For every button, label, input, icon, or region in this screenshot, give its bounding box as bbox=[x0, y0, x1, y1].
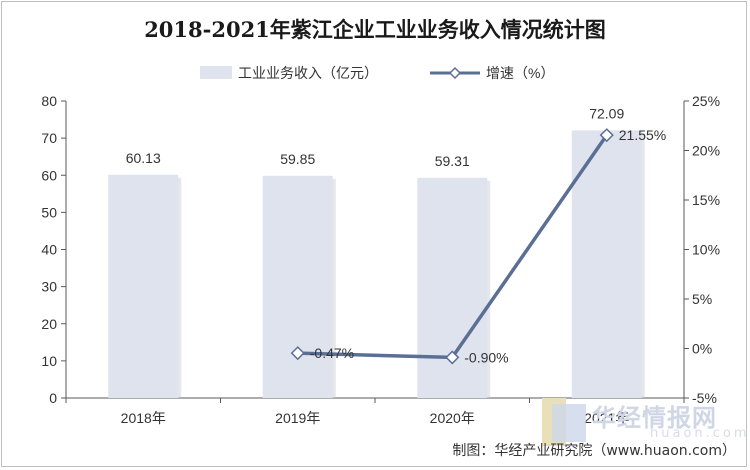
y-left-tick-label: 80 bbox=[41, 93, 57, 109]
chart-title: 2018-2021年紫江企业工业业务收入情况统计图 bbox=[144, 17, 606, 42]
bar bbox=[571, 130, 642, 398]
y-left-tick-label: 10 bbox=[41, 353, 57, 369]
watermark-logo-icon bbox=[542, 398, 586, 446]
legend-swatch-revenue bbox=[200, 66, 232, 79]
y-left-tick-label: 40 bbox=[41, 242, 57, 258]
bar-value-label: 59.31 bbox=[435, 153, 470, 169]
y-right-tick-label: 0% bbox=[692, 341, 712, 357]
x-tick-label: 2019年 bbox=[275, 410, 320, 426]
bar-value-label: 72.09 bbox=[589, 105, 624, 121]
bar-value-label: 60.13 bbox=[126, 150, 161, 166]
x-tick-label: 2021年 bbox=[584, 410, 629, 426]
watermark-sub: huaon.com bbox=[650, 426, 750, 441]
legend-label-revenue: 工业业务收入（亿元） bbox=[238, 65, 378, 81]
x-tick-label: 2020年 bbox=[430, 410, 475, 426]
y-left-tick-label: 50 bbox=[41, 204, 57, 220]
growth-marker bbox=[445, 350, 460, 365]
legend-marker-growth bbox=[448, 66, 462, 80]
growth-marker bbox=[290, 346, 305, 361]
bar-value-label: 59.85 bbox=[280, 151, 315, 167]
legend-label-growth: 增速（%） bbox=[486, 65, 554, 81]
y-right-tick-label: 15% bbox=[692, 192, 720, 208]
y-right-tick-label: -5% bbox=[692, 390, 717, 406]
watermark-logo: 华经情报网 huaon.com bbox=[540, 396, 747, 452]
y-left-tick-label: 20 bbox=[41, 316, 57, 332]
y-right-tick-label: 20% bbox=[692, 143, 720, 159]
y-left-tick-label: 0 bbox=[49, 390, 57, 406]
growth-value-label: -0.90% bbox=[464, 349, 508, 365]
y-right-tick-label: 25% bbox=[692, 93, 720, 109]
y-left-tick-label: 70 bbox=[41, 130, 57, 146]
chart-credit: 制图：华经产业研究院（www.huaon.com） bbox=[452, 443, 736, 459]
y-left-tick-label: 60 bbox=[41, 167, 57, 183]
y-right-tick-label: 5% bbox=[692, 291, 712, 307]
watermark-text: 华经情报网 bbox=[592, 404, 717, 432]
bar bbox=[262, 175, 333, 398]
growth-value-label: 21.55% bbox=[619, 127, 666, 143]
y-left-tick-label: 30 bbox=[41, 279, 57, 295]
bar bbox=[108, 174, 179, 398]
growth-marker bbox=[599, 128, 614, 143]
y-right-tick-label: 10% bbox=[692, 242, 720, 258]
growth-value-label: -0.47% bbox=[310, 345, 354, 361]
x-tick-label: 2018年 bbox=[121, 410, 166, 426]
